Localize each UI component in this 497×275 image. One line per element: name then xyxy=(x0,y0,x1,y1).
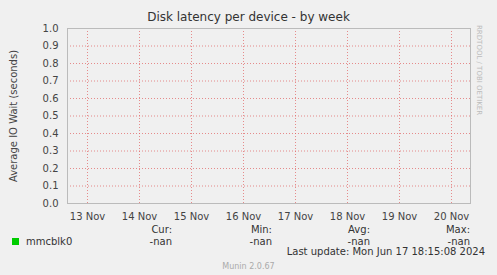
svg-text:0.4: 0.4 xyxy=(43,128,59,139)
svg-text:0.2: 0.2 xyxy=(43,163,59,174)
html-text:Disk latency per device - by w: Disk latency per device - by week xyxy=(147,10,350,24)
html-text:Last update: Mon Jun 17 18:15:: Last update: Mon Jun 17 18:15:08 2024 xyxy=(286,246,485,257)
html-text:Cur:: Cur: xyxy=(151,224,172,235)
svg-text:19 Nov: 19 Nov xyxy=(382,211,418,222)
svg-text:13 Nov: 13 Nov xyxy=(70,211,106,222)
svg-text:16 Nov: 16 Nov xyxy=(226,211,262,222)
html-text:-nan: -nan xyxy=(447,236,470,247)
html-text:Munin 2.0.67: Munin 2.0.67 xyxy=(222,262,275,271)
svg-text:0.0: 0.0 xyxy=(43,198,59,209)
svg-text:18 Nov: 18 Nov xyxy=(330,211,366,222)
svg-text:17 Nov: 17 Nov xyxy=(278,211,314,222)
html-text:mmcblk0: mmcblk0 xyxy=(26,236,73,247)
html-text:Max:: Max: xyxy=(446,224,470,235)
svg-text:0.8: 0.8 xyxy=(43,58,59,69)
html-text:Avg:: Avg: xyxy=(348,224,370,235)
html-text:-nan: -nan xyxy=(347,236,370,247)
html-text:-nan: -nan xyxy=(149,236,172,247)
svg-text:0.3: 0.3 xyxy=(43,145,59,156)
svg-text:0.1: 0.1 xyxy=(43,180,59,191)
svg-text:Average IO Wait (seconds): Average IO Wait (seconds) xyxy=(8,50,19,182)
svg-text:0.7: 0.7 xyxy=(43,75,59,86)
svg-text:0.6: 0.6 xyxy=(43,93,59,104)
svg-text:1.0: 1.0 xyxy=(43,23,59,34)
html-text:-nan: -nan xyxy=(249,236,272,247)
svg-text:15 Nov: 15 Nov xyxy=(174,211,210,222)
svg-text:14 Nov: 14 Nov xyxy=(122,211,158,222)
svg-text:0.9: 0.9 xyxy=(43,40,59,51)
svg-text:0.5: 0.5 xyxy=(43,110,59,121)
html-text:RRDTOOL / TOBI OETIKER: RRDTOOL / TOBI OETIKER xyxy=(475,25,483,116)
html-text:Min:: Min: xyxy=(250,224,272,235)
svg-text:20 Nov: 20 Nov xyxy=(434,211,470,222)
